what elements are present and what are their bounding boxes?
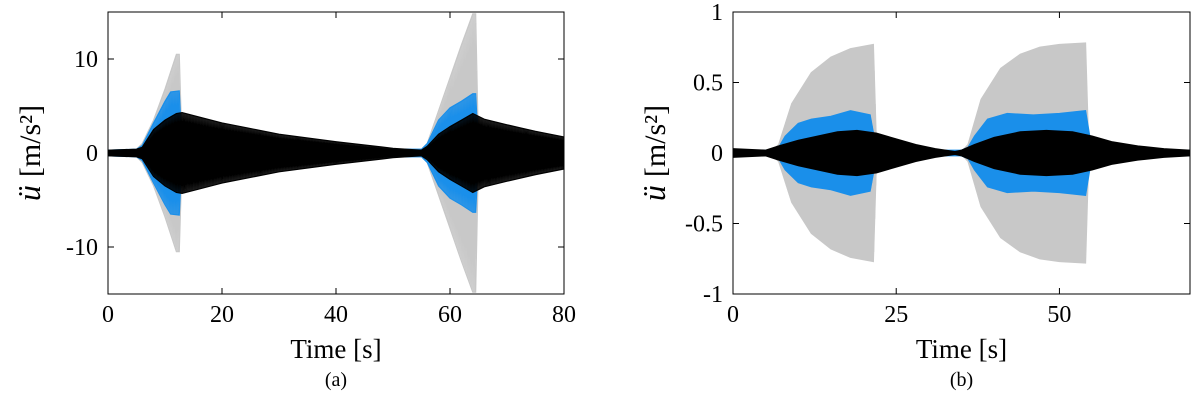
subfigure-label-b: (b) bbox=[950, 369, 973, 391]
y-axis-symbol: ü bbox=[636, 185, 672, 201]
y-axis-symbol: ü bbox=[11, 185, 47, 201]
y-tick-label: 10 bbox=[74, 47, 98, 73]
y-tick-label: -10 bbox=[66, 235, 98, 261]
y-axis-label: ü [m/s²] bbox=[636, 105, 672, 201]
y-tick-label: 0 bbox=[711, 141, 723, 167]
y-axis-unit: [m/s²] bbox=[639, 105, 672, 177]
y-tick-label: 0 bbox=[86, 141, 98, 167]
x-tick-label: 60 bbox=[438, 302, 462, 328]
x-tick-label: 50 bbox=[1047, 302, 1071, 328]
x-tick-label: 0 bbox=[727, 302, 739, 328]
y-tick-label: -0.5 bbox=[685, 212, 723, 238]
chart-panel-b: 0 25 50 1 0.5 0 -0.5 -1 Time [s] ü [m/s²] (b) bbox=[636, 0, 1191, 391]
x-axis-label: Time [s] bbox=[290, 334, 381, 364]
y-tick-label: -1 bbox=[703, 282, 723, 308]
x-tick-label: 40 bbox=[324, 302, 348, 328]
x-tick-label: 0 bbox=[102, 302, 114, 328]
series-black-lower-envelope bbox=[108, 155, 564, 195]
y-tick-label: 1 bbox=[711, 0, 723, 26]
y-axis-label: ü [m/s²] bbox=[11, 105, 47, 201]
y-tick-label: 0.5 bbox=[693, 71, 723, 97]
series-blue-upper-envelope bbox=[108, 90, 564, 151]
series-black-lower-envelope bbox=[733, 153, 1190, 177]
x-tick-label: 80 bbox=[552, 302, 576, 328]
x-tick-label: 20 bbox=[210, 302, 234, 328]
series-black-upper-envelope bbox=[733, 129, 1190, 153]
series-blue-lower-envelope bbox=[108, 155, 564, 216]
y-axis-unit: [m/s²] bbox=[14, 105, 47, 177]
subfigure-label-a: (a) bbox=[325, 369, 347, 391]
x-tick-label: 25 bbox=[884, 302, 908, 328]
x-axis-label: Time [s] bbox=[916, 334, 1007, 364]
series-black-upper-envelope bbox=[108, 111, 564, 151]
